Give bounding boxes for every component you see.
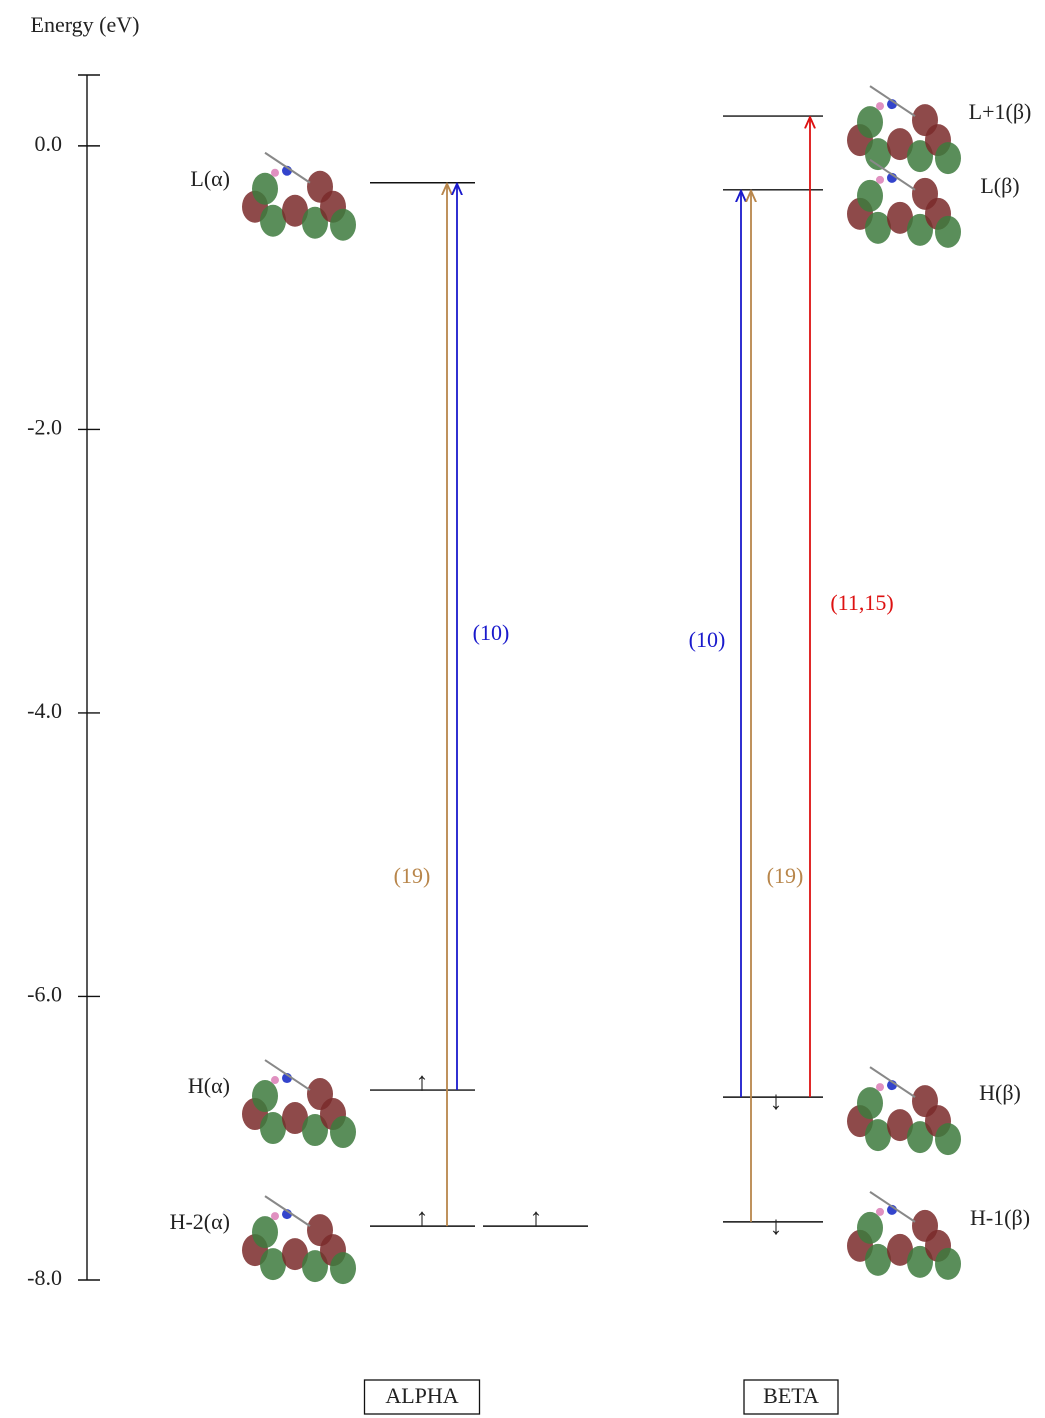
atom [271,169,279,177]
orbital-lobe [935,142,961,174]
y-tick-label: -4.0 [27,698,62,723]
transition-label: (10) [473,620,510,645]
column-title: ALPHA [385,1383,458,1408]
orbital-lobe [912,104,938,136]
level-label: H(β) [979,1080,1021,1105]
orbital-lobe [857,180,883,212]
orbital-lobe [935,1123,961,1155]
column-title: BETA [763,1383,819,1408]
orbital-lobe [935,1248,961,1280]
electron-spin: ↓ [770,1211,783,1240]
transition-label: (11,15) [830,590,893,615]
y-axis-label: Energy (eV) [31,12,140,37]
electron-spin: ↑ [530,1203,543,1232]
level-label: L(α) [190,166,230,191]
level-label: H(α) [188,1073,230,1098]
orbital-lobe [307,1078,333,1110]
atom [271,1212,279,1220]
orbital-lobe [307,171,333,203]
y-tick-label: -8.0 [27,1265,62,1290]
atom [876,102,884,110]
orbital-lobe [252,173,278,205]
electron-spin: ↑ [416,1203,429,1232]
orbital-lobe [912,1210,938,1242]
y-tick-label: 0.0 [35,131,63,156]
orbital-lobe [252,1216,278,1248]
orbital-lobe [307,1214,333,1246]
level-label: L+1(β) [969,99,1032,124]
atom [876,176,884,184]
atom [271,1076,279,1084]
orbital-lobe [935,216,961,248]
electron-spin: ↑ [416,1067,429,1096]
y-tick-label: -2.0 [27,414,62,439]
transition-label: (10) [689,627,726,652]
orbital-lobe [912,1085,938,1117]
orbital-lobe [252,1080,278,1112]
energy-diagram: Energy (eV) 0.0 -2.0 -4.0 -6.0 -8.0 L(α) H(α) ↑… [0,0,1045,1418]
orbital-lobe [330,209,356,241]
orbital-lobe [330,1252,356,1284]
orbital-lobe [912,178,938,210]
y-tick-label: -6.0 [27,982,62,1007]
atom [876,1208,884,1216]
orbital-lobe [857,1087,883,1119]
orbital-lobe [330,1116,356,1148]
orbital-lobe [857,106,883,138]
transition-label: (19) [394,863,431,888]
level-label: H-1(β) [970,1205,1030,1230]
orbital-lobe [857,1212,883,1244]
level-label: H-2(α) [170,1209,230,1234]
level-label: L(β) [980,173,1019,198]
electron-spin: ↓ [770,1086,783,1115]
atom [876,1083,884,1091]
transition-label: (19) [767,863,804,888]
